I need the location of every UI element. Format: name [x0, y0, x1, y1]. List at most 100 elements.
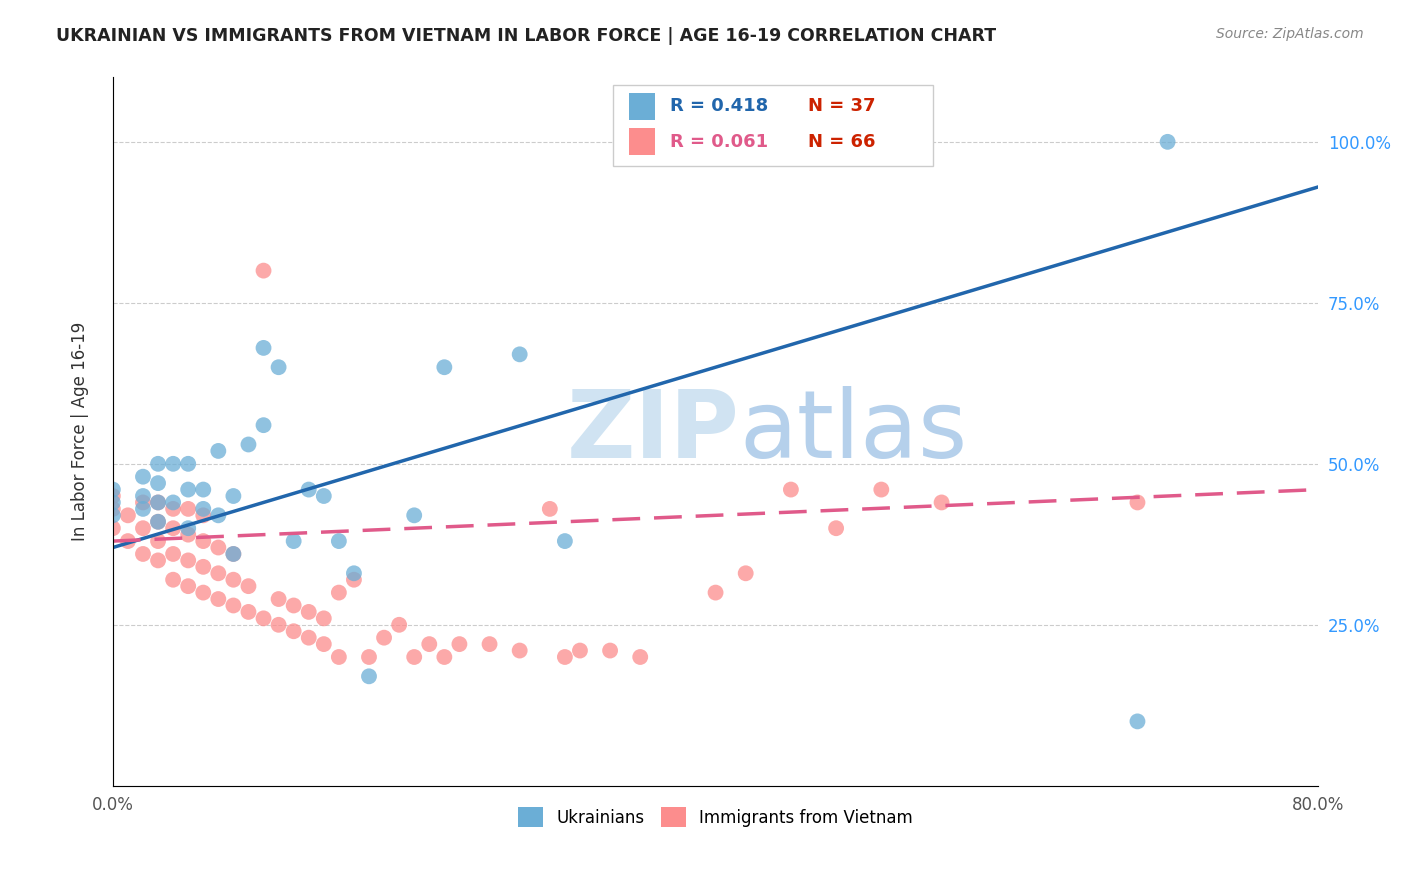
Point — [132, 495, 155, 509]
Point — [252, 611, 274, 625]
Point — [298, 631, 321, 645]
Point — [146, 457, 169, 471]
Point — [328, 650, 350, 665]
Point — [207, 508, 229, 523]
Point — [283, 624, 305, 639]
Point — [252, 341, 274, 355]
Point — [252, 418, 274, 433]
Point — [117, 534, 139, 549]
Text: ZIP: ZIP — [567, 385, 740, 477]
Point — [238, 605, 260, 619]
Point — [207, 444, 229, 458]
Point — [267, 617, 290, 632]
Point — [162, 502, 184, 516]
Point — [449, 637, 471, 651]
Point — [704, 585, 727, 599]
Point — [162, 547, 184, 561]
FancyBboxPatch shape — [628, 93, 655, 120]
Point — [132, 489, 155, 503]
Point — [177, 521, 200, 535]
Point — [298, 483, 321, 497]
Point — [267, 592, 290, 607]
Point — [404, 650, 426, 665]
Point — [132, 547, 155, 561]
Point — [132, 521, 155, 535]
Point — [162, 495, 184, 509]
Point — [780, 483, 803, 497]
Point — [509, 347, 531, 361]
Point — [193, 585, 215, 599]
Point — [343, 566, 366, 581]
Point — [870, 483, 893, 497]
Point — [222, 573, 245, 587]
Point — [283, 534, 305, 549]
Point — [177, 483, 200, 497]
Point — [373, 631, 395, 645]
Point — [146, 476, 169, 491]
Point — [238, 437, 260, 451]
Point — [931, 495, 953, 509]
Point — [146, 553, 169, 567]
Text: Source: ZipAtlas.com: Source: ZipAtlas.com — [1216, 27, 1364, 41]
Point — [433, 650, 456, 665]
Point — [146, 495, 169, 509]
Point — [298, 605, 321, 619]
Point — [238, 579, 260, 593]
Point — [222, 547, 245, 561]
Point — [1126, 714, 1149, 729]
Point — [433, 360, 456, 375]
Point — [509, 643, 531, 657]
Y-axis label: In Labor Force | Age 16-19: In Labor Force | Age 16-19 — [72, 322, 89, 541]
Point — [328, 534, 350, 549]
Point — [162, 521, 184, 535]
Point — [177, 553, 200, 567]
Point — [734, 566, 756, 581]
Point — [162, 573, 184, 587]
Point — [177, 457, 200, 471]
Text: N = 66: N = 66 — [808, 133, 876, 151]
Point — [101, 495, 124, 509]
Legend: Ukrainians, Immigrants from Vietnam: Ukrainians, Immigrants from Vietnam — [512, 800, 920, 834]
Point — [193, 534, 215, 549]
Point — [357, 650, 380, 665]
Point — [101, 521, 124, 535]
Point — [193, 502, 215, 516]
Text: N = 37: N = 37 — [808, 97, 876, 115]
Text: R = 0.418: R = 0.418 — [669, 97, 768, 115]
Point — [177, 502, 200, 516]
Point — [162, 457, 184, 471]
Point — [101, 502, 124, 516]
Point — [418, 637, 440, 651]
Point — [357, 669, 380, 683]
Point — [222, 547, 245, 561]
Point — [478, 637, 501, 651]
Point — [193, 559, 215, 574]
Point — [538, 502, 561, 516]
Point — [222, 599, 245, 613]
Text: atlas: atlas — [740, 385, 967, 477]
Point — [222, 489, 245, 503]
Point — [554, 534, 576, 549]
Point — [177, 579, 200, 593]
Point — [312, 637, 335, 651]
Point — [132, 502, 155, 516]
FancyBboxPatch shape — [613, 85, 932, 166]
Point — [267, 360, 290, 375]
Point — [312, 611, 335, 625]
Point — [207, 541, 229, 555]
Point — [328, 585, 350, 599]
Point — [252, 263, 274, 277]
Point — [101, 489, 124, 503]
Point — [193, 508, 215, 523]
Point — [312, 489, 335, 503]
Point — [343, 573, 366, 587]
Point — [146, 534, 169, 549]
FancyBboxPatch shape — [628, 128, 655, 155]
Point — [554, 650, 576, 665]
Point — [146, 495, 169, 509]
Point — [388, 617, 411, 632]
Point — [193, 483, 215, 497]
Text: UKRAINIAN VS IMMIGRANTS FROM VIETNAM IN LABOR FORCE | AGE 16-19 CORRELATION CHAR: UKRAINIAN VS IMMIGRANTS FROM VIETNAM IN … — [56, 27, 997, 45]
Point — [404, 508, 426, 523]
Point — [628, 650, 651, 665]
